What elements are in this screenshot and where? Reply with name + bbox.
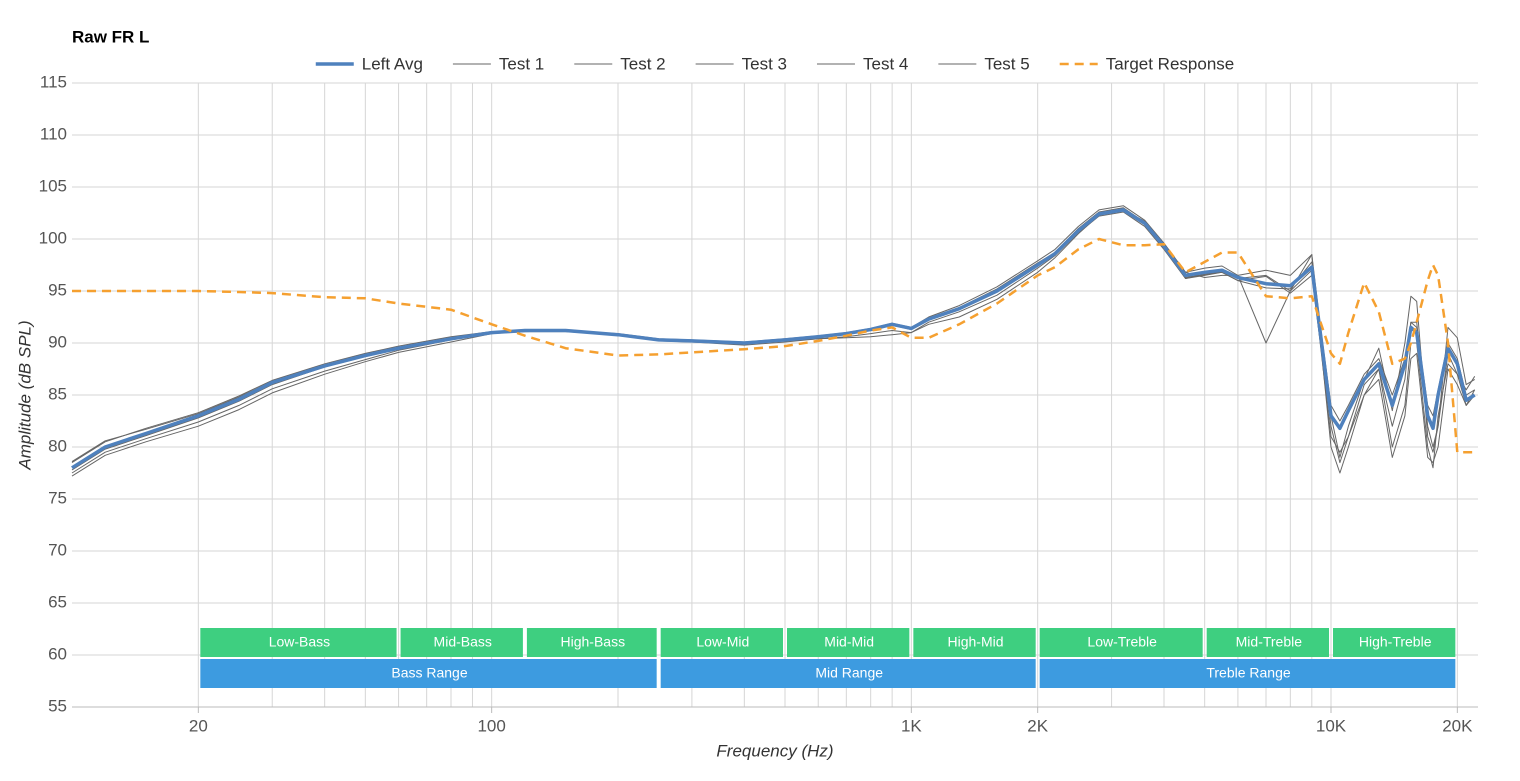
y-tick-label: 65: [48, 592, 67, 611]
band-label: Low-Bass: [269, 634, 330, 650]
series-line: [71, 205, 1476, 474]
band: [200, 628, 397, 657]
legend-label: Test 1: [499, 54, 544, 73]
y-tick-label: 70: [48, 540, 67, 559]
band: [1206, 628, 1330, 657]
band-label: Treble Range: [1206, 665, 1291, 681]
x-tick-label: 1K: [901, 716, 922, 735]
x-tick-label: 20: [189, 716, 208, 735]
band-label: Low-Treble: [1087, 634, 1157, 650]
legend-label: Target Response: [1106, 54, 1235, 73]
band-label: Mid Range: [815, 665, 883, 681]
band: [1333, 628, 1456, 657]
legend-label: Test 5: [984, 54, 1029, 73]
y-tick-label: 95: [48, 280, 67, 299]
band: [200, 659, 657, 688]
band: [787, 628, 910, 657]
y-tick-label: 105: [39, 176, 67, 195]
y-tick-label: 80: [48, 436, 67, 455]
band-label: Low-Mid: [696, 634, 749, 650]
band-label: High-Mid: [947, 634, 1003, 650]
band-label: Mid-Treble: [1236, 634, 1303, 650]
band: [913, 628, 1036, 657]
y-tick-label: 110: [40, 124, 67, 143]
y-axis-title: Amplitude (dB SPL): [15, 320, 34, 470]
y-tick-label: 85: [48, 384, 67, 403]
band: [526, 628, 657, 657]
x-axis-title: Frequency (Hz): [716, 741, 833, 760]
band: [400, 628, 523, 657]
band-label: Mid-Bass: [434, 634, 492, 650]
legend-label: Left Avg: [362, 54, 423, 73]
band: [1039, 628, 1203, 657]
series-line: [71, 209, 1475, 477]
y-tick-label: 115: [40, 72, 67, 91]
legend-label: Test 2: [620, 54, 665, 73]
series-line: [72, 237, 1475, 454]
y-tick-label: 90: [48, 332, 67, 351]
legend-label: Test 4: [863, 54, 908, 73]
x-tick-label: 20K: [1442, 716, 1473, 735]
y-tick-label: 60: [48, 644, 67, 663]
legend: Left Avg Test 1 Test 2 Test 3 Test 4 Test 5 Ta…: [315, 54, 1235, 73]
y-tick-label: 75: [48, 488, 67, 507]
band: [1039, 659, 1456, 688]
band-label: Bass Range: [391, 665, 467, 681]
y-tick-label: 55: [48, 696, 67, 715]
band-label: Mid-Mid: [824, 634, 874, 650]
legend-label: Test 3: [742, 54, 787, 73]
band-label: High-Bass: [560, 634, 625, 650]
y-tick-label: 100: [39, 228, 67, 247]
series-line: [71, 208, 1476, 470]
band: [660, 659, 1036, 688]
series-line: [71, 207, 1476, 463]
x-tick-label: 100: [477, 716, 505, 735]
chart-title: Raw FR L: [72, 27, 149, 46]
band: [660, 628, 784, 657]
x-tick-label: 2K: [1027, 716, 1048, 735]
band-label: High-Treble: [1359, 634, 1432, 650]
x-tick-label: 10K: [1316, 716, 1347, 735]
